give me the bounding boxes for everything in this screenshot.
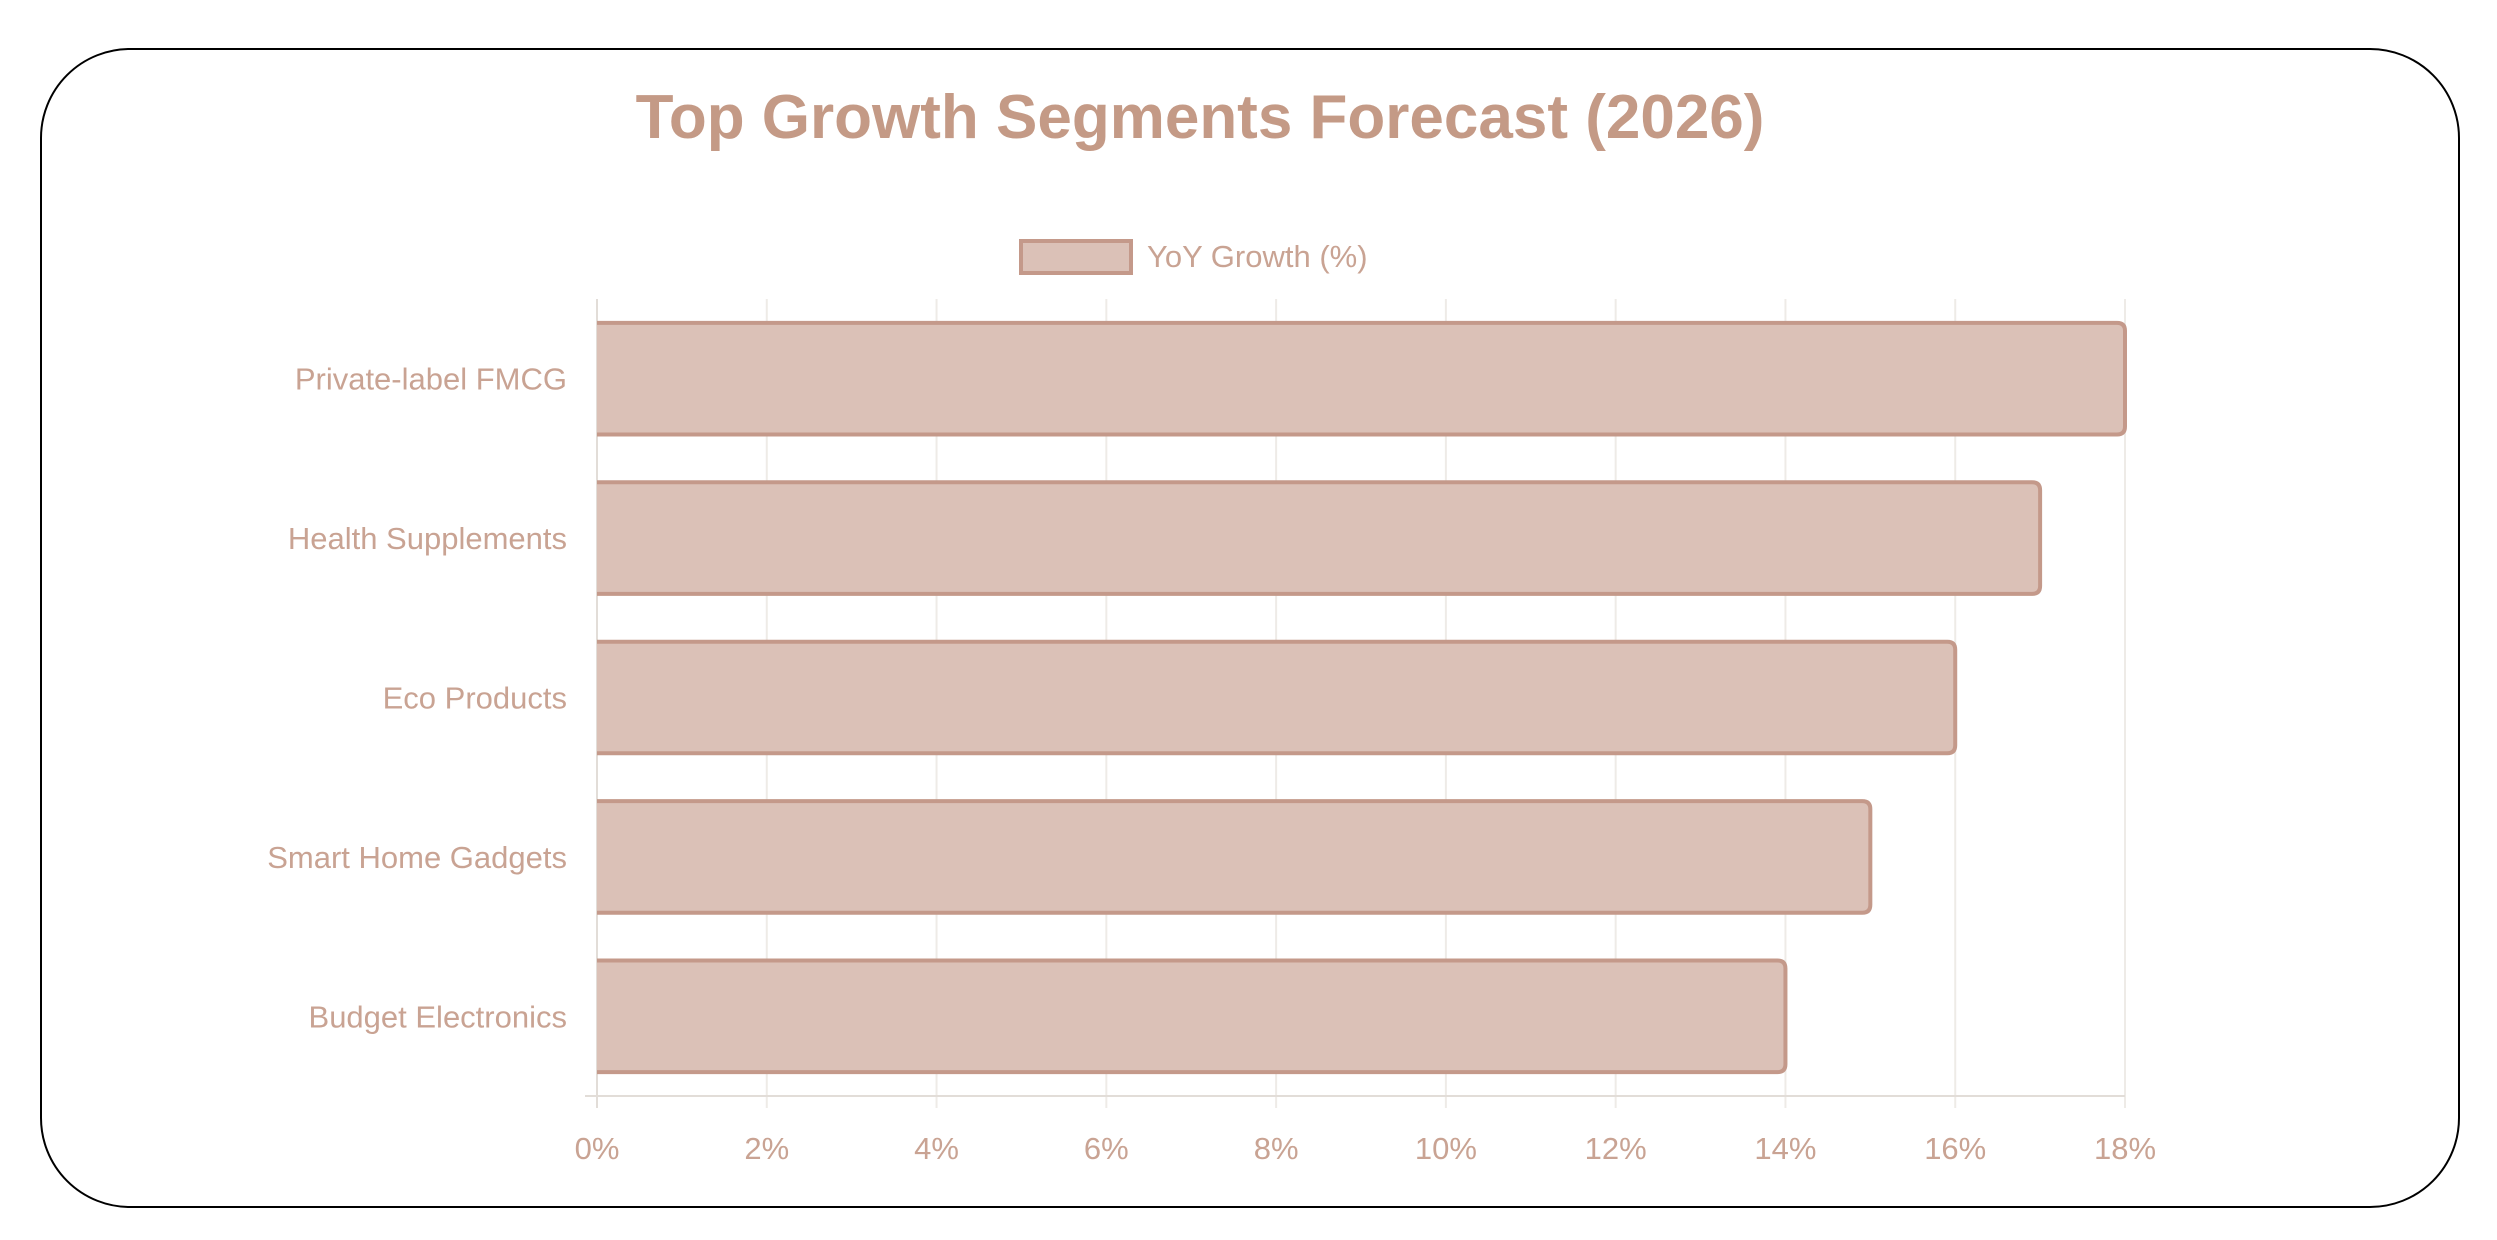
y-tick-label: Budget Electronics: [309, 999, 567, 1034]
bar: [597, 639, 1958, 756]
bar: [597, 320, 2127, 437]
x-tick-label: 18%: [2094, 1131, 2156, 1166]
y-tick-label: Smart Home Gadgets: [267, 840, 567, 875]
x-tick-label: 10%: [1415, 1131, 1477, 1166]
x-tick-label: 4%: [914, 1131, 959, 1166]
x-tick-label: 16%: [1924, 1131, 1986, 1166]
legend-swatch: [1019, 239, 1133, 275]
x-tick-label: 8%: [1254, 1131, 1299, 1166]
chart-title: Top Growth Segments Forecast (2026): [635, 83, 1765, 152]
x-tick-label: 0%: [575, 1131, 620, 1166]
y-tick-label: Private-label FMCG: [295, 362, 567, 397]
bar: [597, 958, 1788, 1075]
y-tick-label: Eco Products: [383, 681, 567, 716]
x-tick-label: 2%: [744, 1131, 789, 1166]
x-tick-label: 6%: [1084, 1131, 1129, 1166]
bar: [597, 799, 1873, 915]
legend-label: YoY Growth (%): [1147, 239, 1368, 274]
y-tick-label: Health Supplements: [288, 521, 567, 556]
x-tick-label: 14%: [1754, 1131, 1816, 1166]
bar: [597, 480, 2043, 596]
x-tick-label: 12%: [1585, 1131, 1647, 1166]
